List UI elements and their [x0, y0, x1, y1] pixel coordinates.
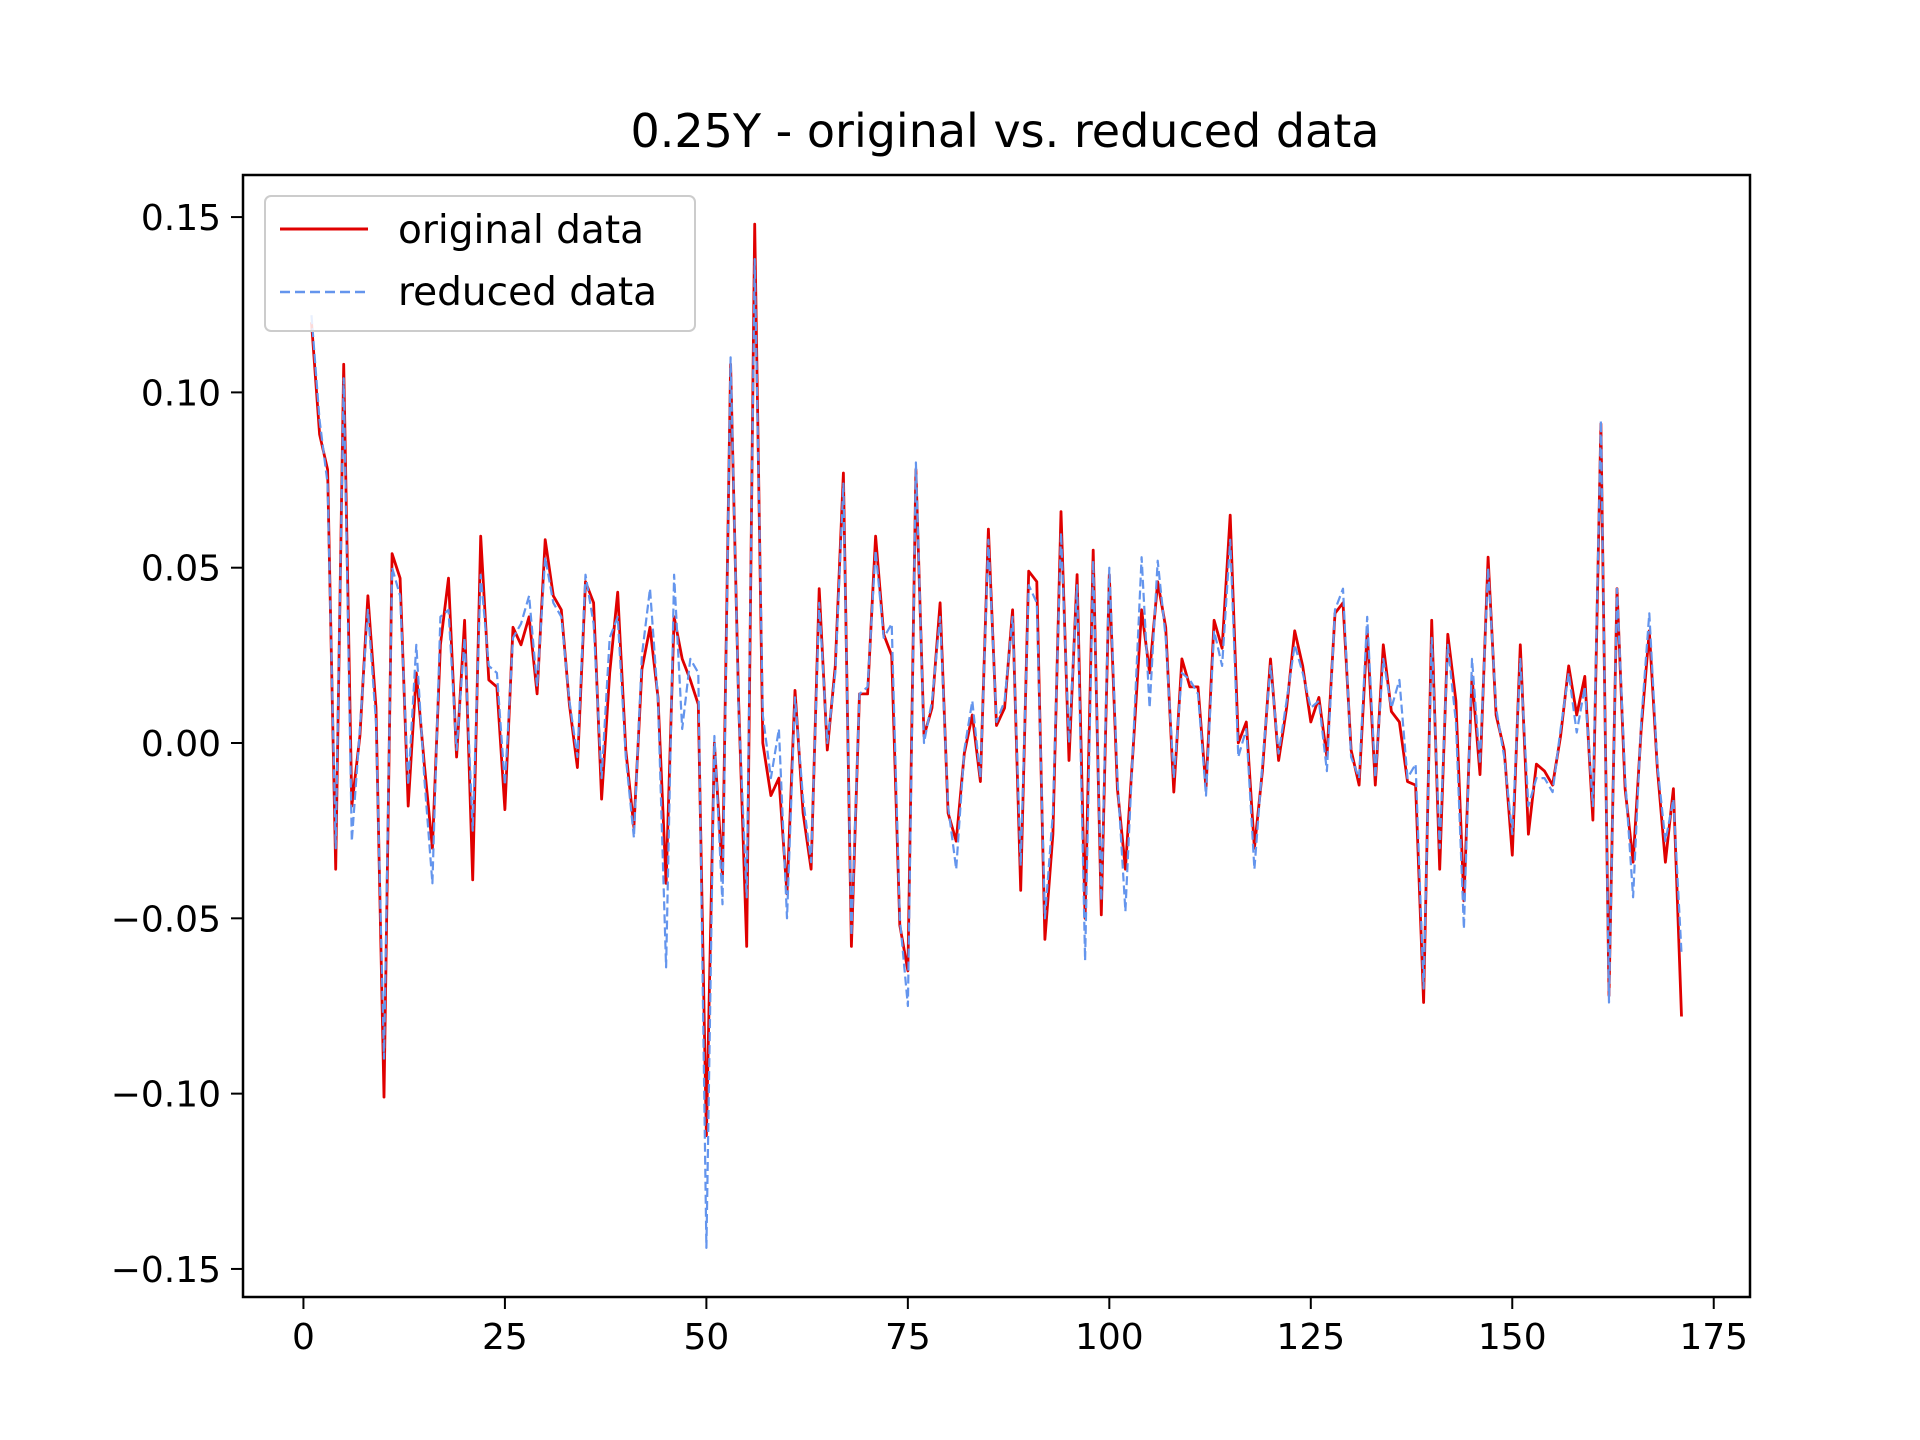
x-tick-label: 100 — [1075, 1317, 1144, 1358]
y-tick-label: 0.10 — [141, 373, 221, 414]
legend-reduced-label: reduced data — [398, 270, 657, 315]
legend-original-label: original data — [398, 208, 644, 253]
legend-box — [264, 195, 696, 332]
y-tick-label: 0.15 — [141, 198, 221, 239]
legend: original data reduced data — [264, 195, 696, 332]
chart-title: 0.25Y - original vs. reduced data — [631, 104, 1380, 158]
y-tick-label: 0.00 — [141, 724, 221, 765]
y-tick-label: −0.05 — [111, 899, 221, 940]
x-axis: 0 25 50 75 100 125 150 175 — [292, 1297, 1748, 1358]
y-axis: 0.15 0.10 0.05 0.00 −0.05 −0.10 −0.15 — [111, 198, 243, 1291]
x-tick-label: 125 — [1276, 1317, 1345, 1358]
x-tick-label: 175 — [1679, 1317, 1748, 1358]
y-tick-label: −0.10 — [111, 1075, 221, 1116]
series-layer — [310, 222, 1683, 1250]
series-line-reduced-data — [310, 258, 1683, 1250]
x-tick-label: 75 — [885, 1317, 931, 1358]
x-tick-label: 0 — [292, 1317, 315, 1358]
y-tick-label: −0.15 — [111, 1250, 221, 1291]
x-tick-label: 25 — [482, 1317, 528, 1358]
y-tick-label: 0.05 — [141, 549, 221, 590]
x-tick-label: 150 — [1478, 1317, 1547, 1358]
x-tick-label: 50 — [683, 1317, 729, 1358]
plot-frame — [241, 173, 1752, 1299]
